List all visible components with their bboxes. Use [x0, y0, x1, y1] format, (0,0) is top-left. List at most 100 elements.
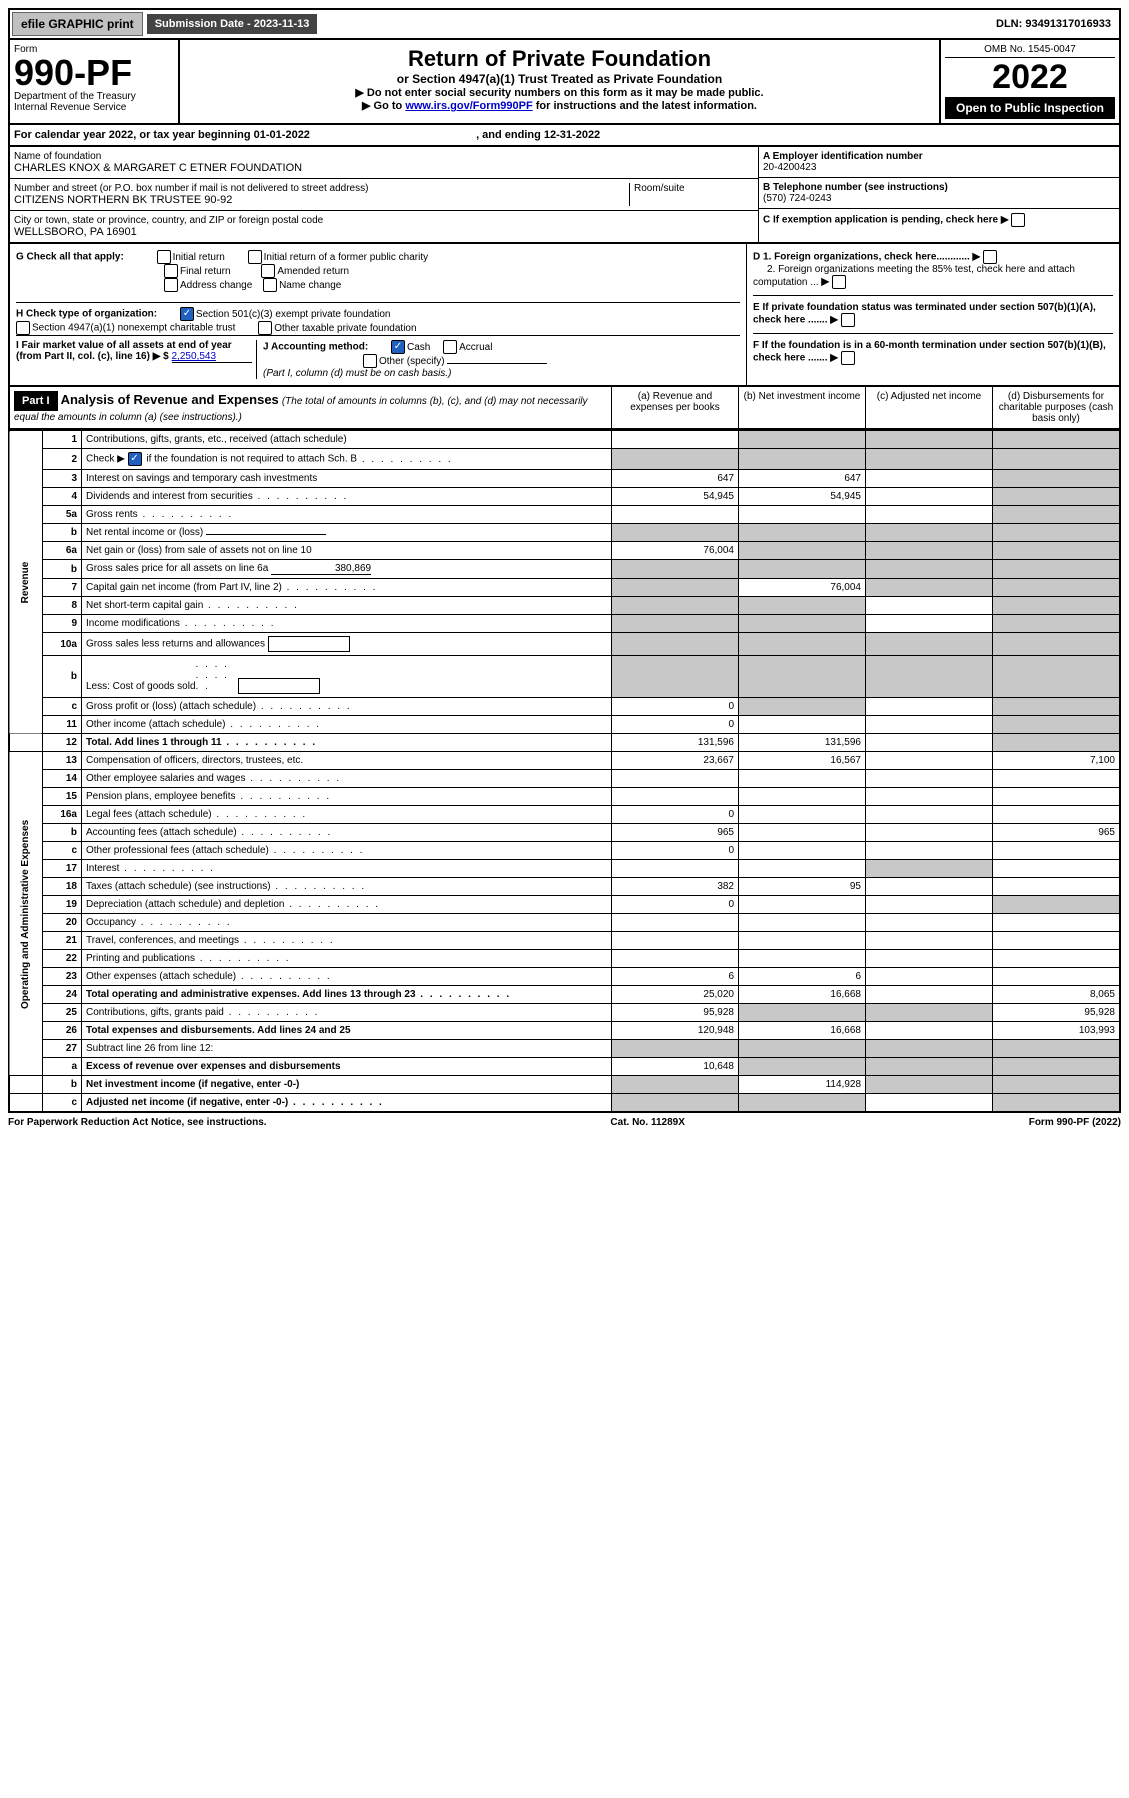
j-note: (Part I, column (d) must be on cash basi…: [263, 368, 451, 379]
page-footer: For Paperwork Reduction Act Notice, see …: [8, 1113, 1121, 1128]
l2-checkbox[interactable]: [128, 452, 142, 466]
l12-desc: Total. Add lines 1 through 11: [86, 737, 222, 748]
l6a-desc: Net gain or (loss) from sale of assets n…: [82, 542, 612, 560]
e-label: E If private foundation status was termi…: [753, 302, 1096, 326]
l7-b: 76,004: [739, 579, 866, 597]
table-row: cAdjusted net income (if negative, enter…: [9, 1094, 1120, 1113]
l23-a: 6: [612, 968, 739, 986]
dln: DLN: 93491317016933: [988, 14, 1119, 34]
table-row: 17Interest: [9, 860, 1120, 878]
l13-d: 7,100: [993, 752, 1121, 770]
f-checkbox[interactable]: [841, 351, 855, 365]
l24-b: 16,668: [739, 986, 866, 1004]
instr2-post: for instructions and the latest informat…: [533, 100, 757, 112]
i-value[interactable]: 2,250,543: [172, 351, 252, 363]
g-namechange-checkbox[interactable]: [263, 278, 277, 292]
d2-checkbox[interactable]: [832, 275, 846, 289]
top-bar: efile GRAPHIC print Submission Date - 20…: [8, 8, 1121, 40]
table-row: 14Other employee salaries and wages: [9, 770, 1120, 788]
city-cell: City or town, state or province, country…: [10, 211, 758, 242]
c-checkbox[interactable]: [1011, 213, 1025, 227]
table-row: 12Total. Add lines 1 through 11 131,5961…: [9, 734, 1120, 752]
l18-desc: Taxes (attach schedule) (see instruction…: [86, 881, 271, 892]
l1-desc: Contributions, gifts, grants, etc., rece…: [82, 431, 612, 449]
table-row: 22Printing and publications: [9, 950, 1120, 968]
irs-link[interactable]: www.irs.gov/Form990PF: [405, 100, 532, 112]
c-label: C If exemption application is pending, c…: [763, 215, 998, 226]
foundation-name: CHARLES KNOX & MARGARET C ETNER FOUNDATI…: [14, 162, 754, 174]
table-row: 19Depreciation (attach schedule) and dep…: [9, 896, 1120, 914]
l4-a: 54,945: [612, 488, 739, 506]
part1-header-row: Part I Analysis of Revenue and Expenses …: [8, 387, 1121, 430]
table-row: 16aLegal fees (attach schedule)0: [9, 806, 1120, 824]
l26-desc: Total expenses and disbursements. Add li…: [82, 1022, 612, 1040]
name-cell: Name of foundation CHARLES KNOX & MARGAR…: [10, 147, 758, 179]
l27a-desc: Excess of revenue over expenses and disb…: [82, 1058, 612, 1076]
g-addrchange-checkbox[interactable]: [164, 278, 178, 292]
l10b-desc: Less: Cost of goods sold: [86, 681, 196, 692]
table-row: Operating and Administrative Expenses 13…: [9, 752, 1120, 770]
l16c-desc: Other professional fees (attach schedule…: [86, 845, 269, 856]
l26-a: 120,948: [612, 1022, 739, 1040]
l23-desc: Other expenses (attach schedule): [86, 971, 236, 982]
d2-label: 2. Foreign organizations meeting the 85%…: [753, 264, 1075, 288]
col-c-header: (c) Adjusted net income: [865, 387, 992, 428]
cal-end: 12-31-2022: [544, 129, 600, 141]
l19-a: 0: [612, 896, 739, 914]
table-row: bNet investment income (if negative, ent…: [9, 1076, 1120, 1094]
l5a-desc: Gross rents: [86, 509, 138, 520]
id-left: Name of foundation CHARLES KNOX & MARGAR…: [10, 147, 758, 242]
l8-desc: Net short-term capital gain: [86, 600, 203, 611]
j-accrual-checkbox[interactable]: [443, 340, 457, 354]
j-other-checkbox[interactable]: [363, 354, 377, 368]
l12-a: 131,596: [612, 734, 739, 752]
line-num: 1: [43, 431, 82, 449]
g-initial-checkbox[interactable]: [157, 250, 171, 264]
g-final-checkbox[interactable]: [164, 264, 178, 278]
part1-title-cell: Part I Analysis of Revenue and Expenses …: [10, 387, 611, 428]
table-row: 6aNet gain or (loss) from sale of assets…: [9, 542, 1120, 560]
city-state-zip: WELLSBORO, PA 16901: [14, 226, 754, 238]
h-4947-checkbox[interactable]: [16, 321, 30, 335]
l7-desc: Capital gain net income (from Part IV, l…: [86, 582, 282, 593]
table-row: bGross sales price for all assets on lin…: [9, 560, 1120, 579]
j-label: J Accounting method:: [263, 342, 368, 353]
l25-desc: Contributions, gifts, grants paid: [86, 1007, 224, 1018]
l25-d: 95,928: [993, 1004, 1121, 1022]
g-final: Final return: [180, 266, 231, 277]
phone-label: B Telephone number (see instructions): [763, 182, 1115, 193]
h-other: Other taxable private foundation: [274, 323, 416, 334]
j-accrual: Accrual: [459, 342, 492, 353]
table-row: cOther professional fees (attach schedul…: [9, 842, 1120, 860]
omb-number: OMB No. 1545-0047: [945, 44, 1115, 58]
table-row: 3Interest on savings and temporary cash …: [9, 470, 1120, 488]
arrow-icon: ▶: [1001, 215, 1009, 226]
l2-pre: Check ▶: [86, 454, 125, 465]
j-cash-checkbox[interactable]: [391, 340, 405, 354]
l27b-b: 114,928: [739, 1076, 866, 1094]
table-row: bAccounting fees (attach schedule)965965: [9, 824, 1120, 842]
g-former-checkbox[interactable]: [248, 250, 262, 264]
c-cell: C If exemption application is pending, c…: [759, 209, 1119, 231]
e-checkbox[interactable]: [841, 313, 855, 327]
table-row: 24Total operating and administrative exp…: [9, 986, 1120, 1004]
l13-b: 16,567: [739, 752, 866, 770]
h-501c3-checkbox[interactable]: [180, 307, 194, 321]
table-row: Revenue 1 Contributions, gifts, grants, …: [9, 431, 1120, 449]
d1-checkbox[interactable]: [983, 250, 997, 264]
efile-button[interactable]: efile GRAPHIC print: [12, 12, 143, 36]
cal-mid: , and ending: [476, 129, 544, 141]
j-cash: Cash: [407, 342, 430, 353]
table-row: 5aGross rents: [9, 506, 1120, 524]
col-b-header: (b) Net investment income: [738, 387, 865, 428]
l10c-desc: Gross profit or (loss) (attach schedule): [86, 701, 256, 712]
form-header: Form 990-PF Department of the Treasury I…: [8, 40, 1121, 125]
h-other-checkbox[interactable]: [258, 321, 272, 335]
room-label: Room/suite: [634, 183, 754, 194]
phone-value: (570) 724-0243: [763, 193, 1115, 204]
g-amended-checkbox[interactable]: [261, 264, 275, 278]
ein-cell: A Employer identification number 20-4200…: [759, 147, 1119, 178]
table-row: cGross profit or (loss) (attach schedule…: [9, 698, 1120, 716]
checks-section: G Check all that apply: Initial return I…: [8, 244, 1121, 387]
l26-d: 103,993: [993, 1022, 1121, 1040]
